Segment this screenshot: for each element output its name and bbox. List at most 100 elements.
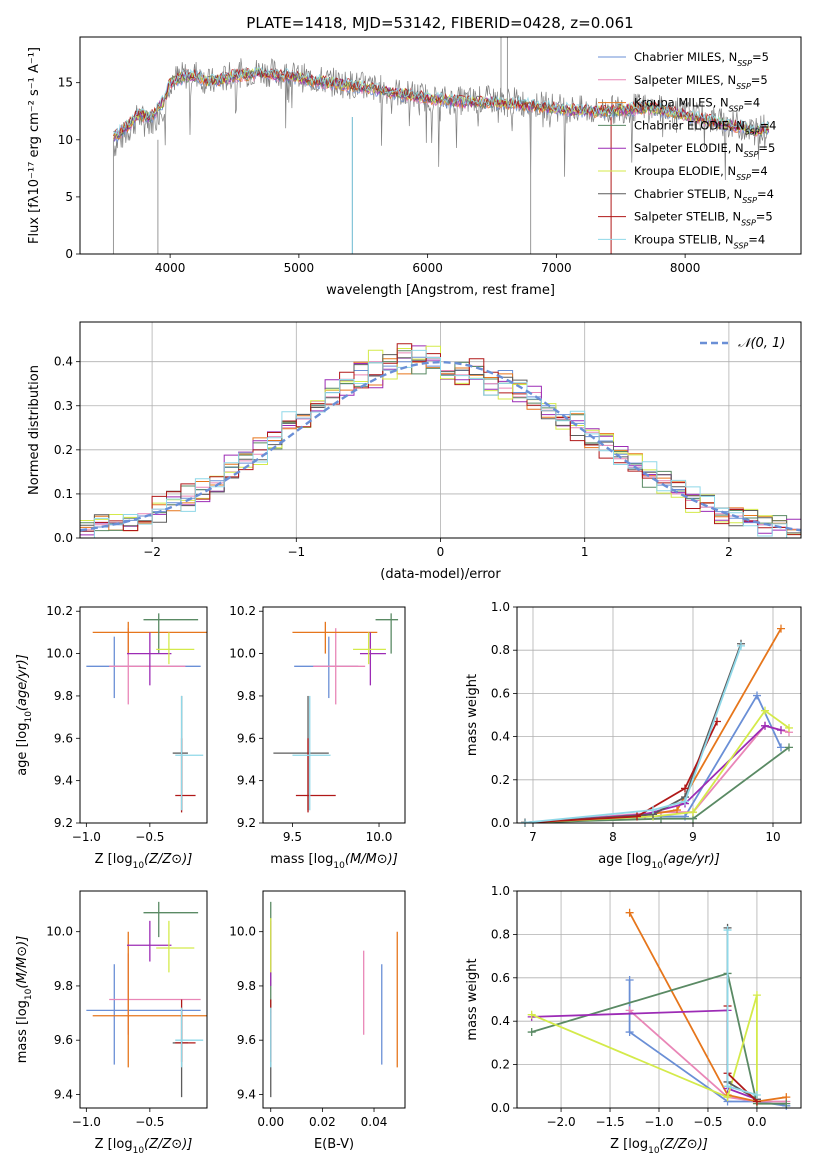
y-tick-label: 9.2 bbox=[54, 816, 73, 830]
weight-line-3 bbox=[531, 972, 787, 1105]
weight-line-8 bbox=[524, 645, 742, 824]
mass_vs_EBV-plot-area bbox=[270, 901, 398, 1098]
x-tick-label: −1.0 bbox=[72, 830, 101, 844]
y-tick-label: 0.2 bbox=[54, 443, 73, 457]
weight-marker bbox=[527, 1028, 536, 1037]
x-tick-label: 8000 bbox=[670, 261, 701, 275]
histogram-frame bbox=[79, 321, 802, 539]
y-tick-label: 9.6 bbox=[54, 731, 73, 745]
y-tick-label: 0.2 bbox=[491, 773, 510, 787]
residual-histogram-8 bbox=[80, 349, 801, 538]
y-tick-label: 9.6 bbox=[237, 731, 256, 745]
weight-marker bbox=[723, 926, 732, 935]
y-tick-label: 9.4 bbox=[237, 774, 256, 788]
weight-line-3 bbox=[524, 746, 790, 824]
y-tick-label: 0.4 bbox=[491, 730, 510, 744]
y-tick-label: 0.0 bbox=[54, 531, 73, 545]
weight-marker bbox=[785, 743, 793, 752]
x-tick-label: 0.02 bbox=[309, 1115, 336, 1129]
weight-marker bbox=[782, 1099, 791, 1108]
data-spectrum-line bbox=[113, 58, 769, 181]
figure-title: PLATE=1418, MJD=53142, FIBERID=0428, z=0… bbox=[246, 14, 633, 32]
x-tick-label: 5000 bbox=[284, 261, 315, 275]
weight-marker bbox=[777, 743, 785, 752]
spectrum-axes: 4000 5000 6000 7000 8000 0 5 10 15 bbox=[58, 76, 701, 275]
weight-marker bbox=[681, 784, 689, 793]
y-axis-label: mass [log10(M/M⊙)] bbox=[15, 936, 34, 1064]
y-tick-label: 10.2 bbox=[46, 604, 73, 618]
y-tick-label: 9.8 bbox=[54, 979, 73, 993]
mass_vs_EBV-frame bbox=[262, 890, 406, 1109]
x-tick-label: −1 bbox=[287, 545, 305, 559]
weight-marker bbox=[625, 975, 634, 984]
weight-marker bbox=[625, 908, 634, 917]
weight-marker bbox=[723, 1082, 732, 1091]
weight-marker bbox=[633, 812, 641, 821]
weight-marker bbox=[753, 691, 761, 700]
y-axis-label: age [log10(age/yr)] bbox=[15, 654, 34, 776]
weight-marker bbox=[737, 641, 745, 650]
weight-line-5 bbox=[531, 994, 758, 1102]
age_vs_Z-axes: −1.0 −0.5 9.2 9.4 9.6 9.8 10.0 10.2 bbox=[46, 604, 164, 844]
model-spectrum-line-8 bbox=[113, 66, 770, 136]
y-tick-label: 9.8 bbox=[237, 979, 256, 993]
mass_vs_Z-plot-area bbox=[86, 901, 207, 1098]
y-tick-label: 10.2 bbox=[229, 604, 256, 618]
legend-label-6: Chabrier STELIB, NSSP=4 bbox=[634, 187, 774, 205]
x-tick-label: 9 bbox=[689, 830, 697, 844]
weight-marker bbox=[649, 806, 657, 815]
x-tick-label: 4000 bbox=[155, 261, 186, 275]
x-axis-label: E(B-V) bbox=[314, 1137, 354, 1152]
y-tick-label: 9.8 bbox=[54, 689, 73, 703]
weight_vs_Z-plot-area bbox=[527, 908, 791, 1110]
weight-marker bbox=[527, 1010, 536, 1019]
weight-line-2 bbox=[524, 628, 782, 824]
x-tick-label: −1.5 bbox=[595, 1115, 624, 1129]
y-tick-label: 9.6 bbox=[54, 1033, 73, 1047]
x-axis-label: age [log10(age/yr)] bbox=[598, 852, 720, 871]
x-tick-label: 0.04 bbox=[361, 1115, 388, 1129]
x-tick-label: −0.5 bbox=[135, 830, 164, 844]
y-tick-label: 9.4 bbox=[54, 1087, 73, 1101]
weight-line-0 bbox=[524, 693, 782, 824]
x-axis-label: Z [log10(Z/Z⊙)] bbox=[610, 1137, 708, 1156]
age_vs_mass-frame bbox=[262, 606, 406, 824]
x-tick-label: −1.0 bbox=[644, 1115, 673, 1129]
y-tick-label: 9.4 bbox=[54, 774, 73, 788]
mass_vs_EBV-axes: 0.00 0.02 0.04 9.4 9.6 9.8 10.0 bbox=[229, 925, 387, 1129]
weight-marker bbox=[761, 706, 769, 715]
y-tick-label: 1.0 bbox=[491, 884, 510, 898]
y-tick-label: 0 bbox=[65, 247, 73, 261]
y-tick-label: 9.4 bbox=[237, 1087, 256, 1101]
weight_vs_age-frame bbox=[516, 606, 802, 824]
y-tick-label: 0.3 bbox=[54, 399, 73, 413]
y-axis-label: mass weight bbox=[465, 958, 480, 1040]
spectrum-frame bbox=[79, 36, 802, 255]
age_vs_Z-frame bbox=[79, 606, 208, 824]
model-spectrum-line-6 bbox=[113, 67, 770, 139]
x-tick-label: −0.5 bbox=[135, 1115, 164, 1129]
y-tick-label: 5 bbox=[65, 190, 73, 204]
weight-line-1 bbox=[629, 1009, 787, 1103]
x-tick-label: 0.0 bbox=[747, 1115, 766, 1129]
x-tick-label: 7000 bbox=[541, 261, 572, 275]
spectrum-x-label: wavelength [Angstrom, rest frame] bbox=[326, 283, 555, 298]
y-axis-label: mass weight bbox=[465, 674, 480, 756]
age_vs_Z-plot-area bbox=[86, 613, 207, 813]
x-tick-label: 10 bbox=[765, 830, 780, 844]
spectrum-plot-area bbox=[112, 37, 770, 254]
weight-marker bbox=[761, 721, 769, 730]
age_vs_mass-axes: 9.5 10.0 9.2 9.4 9.6 9.8 10.0 10.2 bbox=[229, 604, 392, 844]
legend-label-2: Kroupa MILES, NSSP=4 bbox=[634, 96, 760, 114]
x-tick-label: 7 bbox=[529, 830, 537, 844]
weight-marker bbox=[681, 797, 689, 806]
y-tick-label: 9.2 bbox=[237, 816, 256, 830]
weight-marker bbox=[689, 808, 697, 817]
x-tick-label: 10.0 bbox=[366, 830, 393, 844]
x-tick-label: 2 bbox=[725, 545, 733, 559]
histogram-plot-area bbox=[80, 343, 801, 538]
y-tick-label: 9.8 bbox=[237, 689, 256, 703]
y-tick-label: 10.0 bbox=[46, 925, 73, 939]
weight-marker bbox=[673, 806, 681, 815]
x-tick-label: −2.0 bbox=[546, 1115, 575, 1129]
